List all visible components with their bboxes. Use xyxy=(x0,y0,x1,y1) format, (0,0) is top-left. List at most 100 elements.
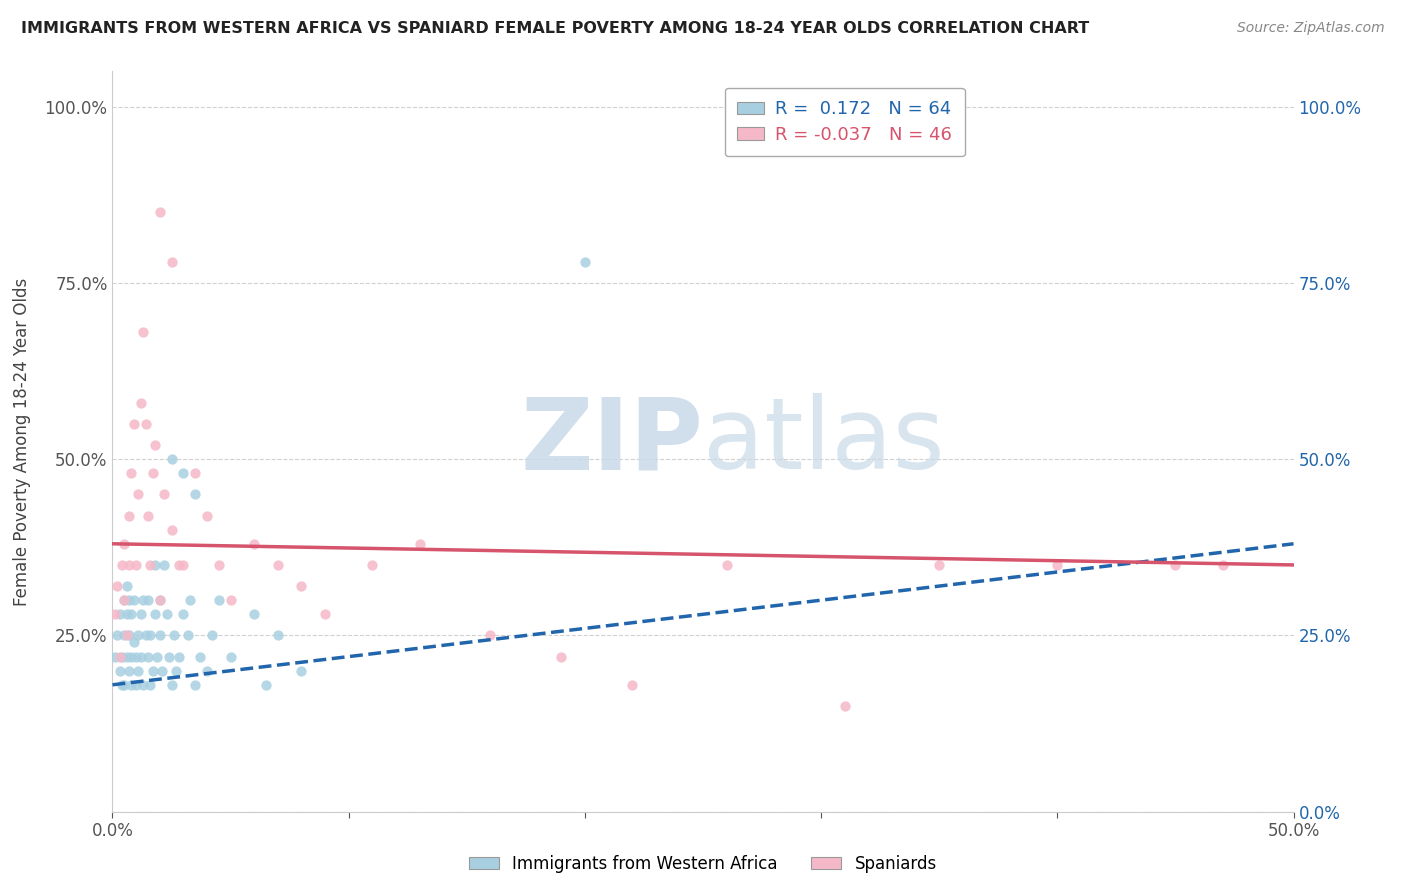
Point xyxy=(120,467,142,481)
Point xyxy=(208,593,231,607)
Y-axis label: Female Poverty Among 18-24 Year Olds: Female Poverty Among 18-24 Year Olds xyxy=(13,277,31,606)
Point xyxy=(184,678,207,692)
Point xyxy=(115,579,138,593)
Point xyxy=(142,664,165,678)
Point xyxy=(179,593,201,607)
Point xyxy=(112,537,135,551)
Point xyxy=(267,628,290,642)
Point xyxy=(112,593,135,607)
Text: Source: ZipAtlas.com: Source: ZipAtlas.com xyxy=(1237,21,1385,36)
Point xyxy=(1046,558,1069,572)
Point xyxy=(108,607,131,622)
Point xyxy=(118,593,141,607)
Point xyxy=(139,558,162,572)
Point xyxy=(160,523,183,537)
Point xyxy=(120,678,142,692)
Point xyxy=(129,396,152,410)
Point xyxy=(115,649,138,664)
Point xyxy=(160,254,183,268)
Point xyxy=(125,649,148,664)
Point xyxy=(132,593,155,607)
Point xyxy=(167,558,190,572)
Point xyxy=(153,558,176,572)
Point xyxy=(153,487,176,501)
Point xyxy=(156,607,179,622)
Point xyxy=(132,325,155,339)
Point xyxy=(195,664,218,678)
Point xyxy=(188,649,211,664)
Point xyxy=(135,417,157,431)
Point xyxy=(143,438,166,452)
Point xyxy=(928,558,950,572)
Point xyxy=(111,649,134,664)
Point xyxy=(122,635,145,649)
Point xyxy=(104,649,127,664)
Point xyxy=(408,537,430,551)
Point xyxy=(105,579,128,593)
Point xyxy=(165,664,187,678)
Point xyxy=(112,678,135,692)
Point xyxy=(112,593,135,607)
Point xyxy=(201,628,224,642)
Point xyxy=(716,558,738,572)
Point xyxy=(127,487,149,501)
Point xyxy=(118,628,141,642)
Point xyxy=(115,607,138,622)
Point xyxy=(129,649,152,664)
Text: atlas: atlas xyxy=(703,393,945,490)
Text: IMMIGRANTS FROM WESTERN AFRICA VS SPANIARD FEMALE POVERTY AMONG 18-24 YEAR OLDS : IMMIGRANTS FROM WESTERN AFRICA VS SPANIA… xyxy=(21,21,1090,37)
Point xyxy=(125,678,148,692)
Point xyxy=(108,649,131,664)
Point xyxy=(136,508,159,523)
Legend: Immigrants from Western Africa, Spaniards: Immigrants from Western Africa, Spaniard… xyxy=(463,848,943,880)
Point xyxy=(105,628,128,642)
Point xyxy=(267,558,290,572)
Point xyxy=(111,678,134,692)
Point xyxy=(1212,558,1234,572)
Point xyxy=(139,628,162,642)
Point xyxy=(157,649,180,664)
Point xyxy=(160,452,183,467)
Point xyxy=(208,558,231,572)
Point xyxy=(574,254,596,268)
Point xyxy=(479,628,502,642)
Point xyxy=(219,649,242,664)
Point xyxy=(120,649,142,664)
Point xyxy=(127,628,149,642)
Point xyxy=(135,628,157,642)
Point xyxy=(136,649,159,664)
Point xyxy=(177,628,200,642)
Point xyxy=(146,649,169,664)
Point xyxy=(172,607,194,622)
Point xyxy=(361,558,384,572)
Point xyxy=(195,508,218,523)
Point xyxy=(118,664,141,678)
Point xyxy=(621,678,644,692)
Point xyxy=(120,607,142,622)
Point xyxy=(172,558,194,572)
Point xyxy=(149,593,172,607)
Point xyxy=(149,205,172,219)
Point xyxy=(112,628,135,642)
Point xyxy=(127,664,149,678)
Point xyxy=(184,467,207,481)
Point xyxy=(243,607,266,622)
Point xyxy=(290,664,312,678)
Point xyxy=(150,664,173,678)
Point xyxy=(254,678,277,692)
Legend: R =  0.172   N = 64, R = -0.037   N = 46: R = 0.172 N = 64, R = -0.037 N = 46 xyxy=(724,87,965,156)
Point xyxy=(118,508,141,523)
Point xyxy=(160,678,183,692)
Point xyxy=(314,607,336,622)
Point xyxy=(125,558,148,572)
Point xyxy=(115,628,138,642)
Point xyxy=(136,593,159,607)
Point xyxy=(122,593,145,607)
Point xyxy=(1164,558,1187,572)
Point xyxy=(108,664,131,678)
Point xyxy=(172,467,194,481)
Point xyxy=(149,593,172,607)
Point xyxy=(143,558,166,572)
Point xyxy=(834,698,856,713)
Point xyxy=(111,558,134,572)
